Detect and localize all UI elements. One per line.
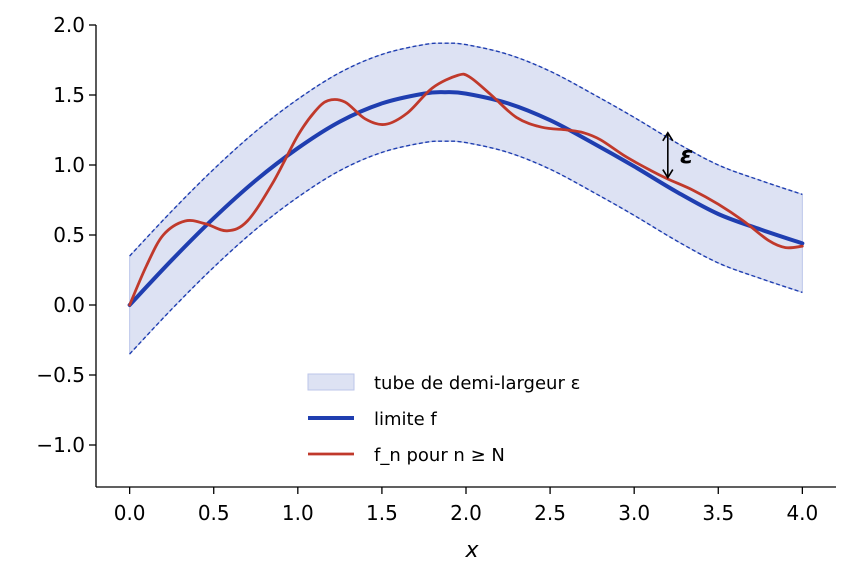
y-tick-label: −1.0 — [36, 433, 85, 457]
x-tick-label: 4.0 — [786, 501, 818, 525]
x-tick-label: 1.5 — [366, 501, 398, 525]
x-axis-label: x — [464, 538, 479, 563]
legend-label-fn: f_n pour n ≥ N — [374, 445, 505, 466]
legend-label-limit: limite f — [374, 409, 437, 430]
series-limit-line — [127, 90, 805, 307]
legend: tube de demi-largeur ε limite f f_n pour n… — [307, 373, 580, 466]
y-tick-label: 1.0 — [53, 153, 85, 177]
legend-swatch-band — [307, 373, 355, 391]
axes-layer: 0.0 0.5 1.0 1.5 2.0 2.5 3.0 3.5 4.0 −1.0 −0.5 0.0 0.… — [36, 13, 836, 525]
epsilon-annotation-label: ε — [680, 141, 693, 169]
y-tick-label: −0.5 — [36, 363, 85, 387]
x-tick-label: 2.5 — [534, 501, 566, 525]
band-fill — [129, 42, 803, 356]
x-tick-label: 1.0 — [282, 501, 314, 525]
y-tick-label: 0.5 — [53, 223, 85, 247]
epsilon-arrow-head-up — [662, 131, 674, 142]
x-tick-label: 3.5 — [702, 501, 734, 525]
series-layer — [127, 72, 805, 307]
band-lower-edge — [129, 140, 803, 355]
x-tick-label: 3.0 — [618, 501, 650, 525]
epsilon-arrow-head-down — [662, 169, 674, 180]
y-tick-label: 1.5 — [53, 83, 85, 107]
legend-label-band: tube de demi-largeur ε — [374, 373, 580, 394]
series-fn-line — [128, 72, 804, 307]
y-tick-label: 2.0 — [53, 13, 85, 37]
x-tick-label: 0.5 — [198, 501, 230, 525]
x-tick-label: 0.0 — [114, 501, 146, 525]
x-tick-label: 2.0 — [450, 501, 482, 525]
band-layer — [129, 42, 803, 356]
y-tick-label: 0.0 — [53, 293, 85, 317]
band-upper-edge — [129, 42, 803, 257]
annotation-layer: ε — [662, 131, 693, 180]
